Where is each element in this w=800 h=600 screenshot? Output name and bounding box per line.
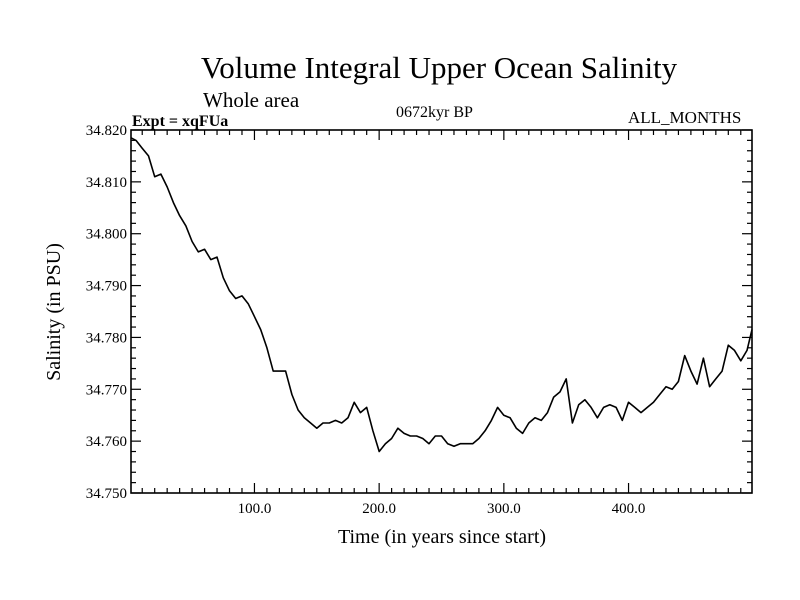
y-tick-label: 34.800 — [86, 227, 127, 243]
x-tick-label: 200.0 — [362, 501, 396, 517]
y-tick-label: 34.790 — [86, 279, 127, 295]
x-tick-label: 400.0 — [612, 501, 646, 517]
x-tick-label: 300.0 — [487, 501, 521, 517]
plot-frame — [130, 129, 753, 494]
y-tick-label: 34.750 — [86, 486, 127, 502]
experiment-label: Expt = xqFUa — [132, 113, 229, 130]
x-axis-label: Time (in years since start) — [338, 526, 546, 548]
y-tick-label: 34.780 — [86, 330, 127, 346]
y-axis-label: Salinity (in PSU) — [43, 243, 65, 381]
y-tick-label: 34.760 — [86, 434, 127, 450]
period-label: 0672kyr BP — [396, 104, 473, 121]
months-label: ALL_MONTHS — [628, 108, 742, 127]
y-tick-label: 34.820 — [86, 123, 127, 139]
chart-subtitle: Whole area — [203, 88, 300, 112]
chart-title: Volume Integral Upper Ocean Salinity — [200, 50, 678, 85]
y-tick-label: 34.770 — [86, 382, 127, 398]
y-tick-label: 34.810 — [86, 175, 127, 191]
x-tick-label: 100.0 — [238, 501, 272, 517]
salinity-series-line — [130, 137, 753, 453]
